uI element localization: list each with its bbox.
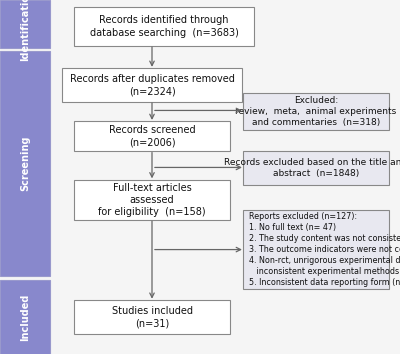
Text: Reports excluded (n=127):
1. No full text (n= 47)
2. The study content was not c: Reports excluded (n=127): 1. No full tex… (249, 212, 400, 287)
Text: Records identified through
database searching  (n=3683): Records identified through database sear… (90, 15, 238, 38)
Text: Identification: Identification (20, 0, 30, 61)
FancyBboxPatch shape (243, 152, 389, 185)
Text: Full-text articles
assessed
for eligibility  (n=158): Full-text articles assessed for eligibil… (98, 183, 206, 217)
FancyBboxPatch shape (0, 51, 50, 276)
FancyBboxPatch shape (0, 0, 50, 48)
FancyBboxPatch shape (74, 180, 230, 220)
FancyBboxPatch shape (74, 300, 230, 333)
Text: Studies included
(n=31): Studies included (n=31) (112, 306, 192, 328)
Text: Excluded:
review,  meta,  animal experiments
and commentaries  (n=318): Excluded: review, meta, animal experimen… (235, 96, 397, 127)
FancyBboxPatch shape (0, 280, 50, 354)
Text: Records after duplicates removed
(n=2324): Records after duplicates removed (n=2324… (70, 74, 234, 96)
Text: Screening: Screening (20, 136, 30, 192)
Text: Included: Included (20, 293, 30, 341)
FancyBboxPatch shape (243, 210, 389, 290)
FancyBboxPatch shape (243, 93, 389, 130)
Text: Records screened
(n=2006): Records screened (n=2006) (109, 125, 195, 148)
Text: Records excluded based on the title and
abstract  (n=1848): Records excluded based on the title and … (224, 158, 400, 178)
FancyBboxPatch shape (74, 121, 230, 152)
FancyBboxPatch shape (62, 68, 242, 102)
FancyBboxPatch shape (74, 7, 254, 46)
